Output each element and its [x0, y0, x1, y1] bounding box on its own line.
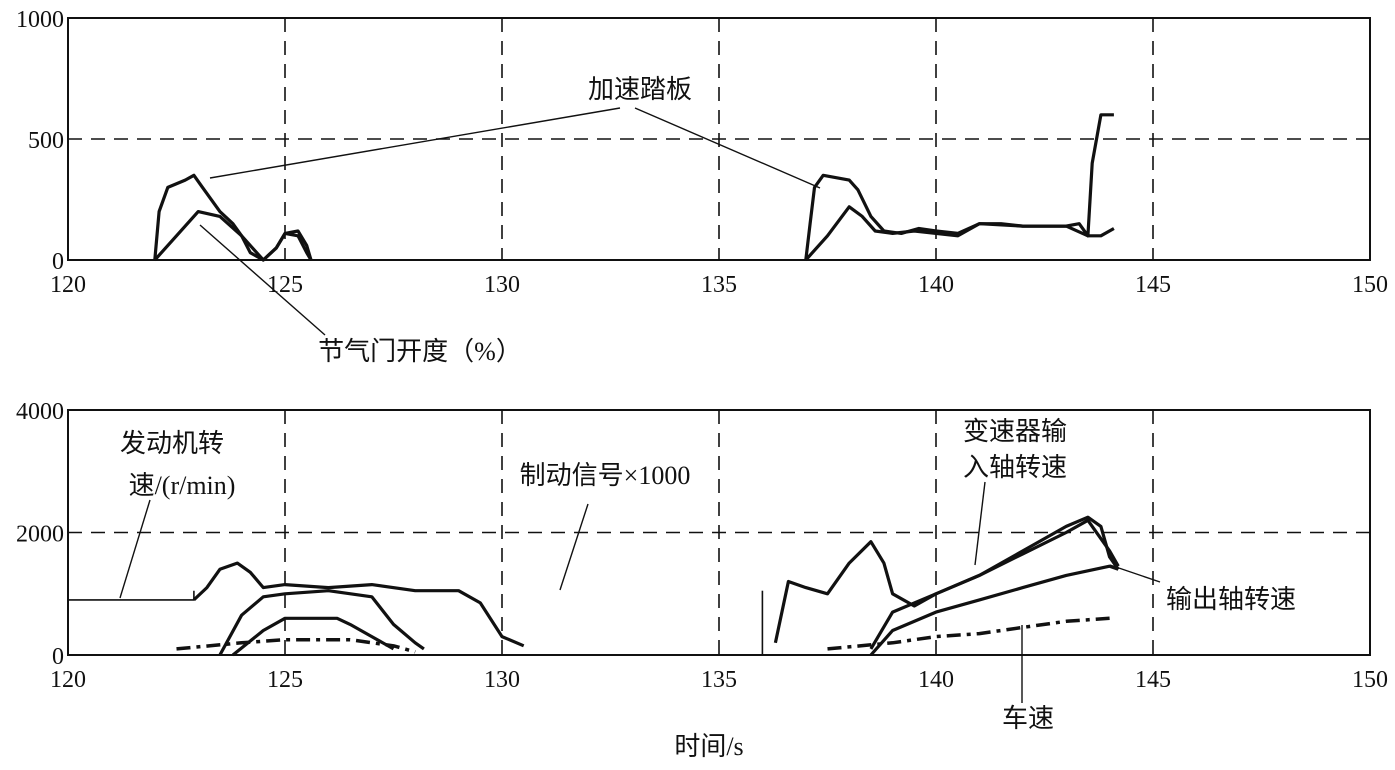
annotation-brake-leader [559, 503, 589, 591]
top-x-tick-label: 145 [1135, 272, 1171, 298]
top-series-pedal-line [153, 173, 313, 262]
top-series-throttle-line [804, 205, 1115, 262]
annotation-brake-label: 制动信号×1000 [520, 461, 691, 490]
bottom-x-tick-label: 140 [918, 667, 954, 693]
top-x-tick-label: 130 [484, 272, 520, 298]
annotation-output-shaft-leader [1109, 564, 1161, 583]
top-x-tick-label: 150 [1352, 272, 1388, 298]
top-x-tick-label: 135 [701, 272, 737, 298]
bottom-series-engine_speed-line [773, 515, 1120, 644]
bottom-x-tick-label: 135 [701, 667, 737, 693]
top-x-tick-label: 120 [50, 272, 86, 298]
bottom-series-vehicle_speed-line [827, 616, 1110, 651]
annotation-pedal-label: 加速踏板 [588, 75, 692, 104]
bottom-series-input_shaft-line [218, 589, 425, 656]
bottom-y-tick-label: 4000 [16, 399, 64, 425]
top-y-tick-label: 1000 [16, 7, 64, 33]
bottom-x-tick-label: 125 [267, 667, 303, 693]
x-axis-label: 时间/s [674, 732, 743, 761]
top-x-tick-label: 140 [918, 272, 954, 298]
bottom-y-tick-label: 0 [52, 644, 64, 670]
bottom-x-tick-label: 130 [484, 667, 520, 693]
bottom-series-output_shaft-line [869, 564, 1119, 657]
bottom-series-brake-line [68, 590, 195, 601]
annotation-pedal-leader [209, 107, 621, 179]
bottom-series-engine_speed-line [192, 561, 525, 648]
annotation-input-shaft-label: 变速器输 [963, 417, 1067, 446]
annotation-throttle-leader [199, 224, 326, 336]
bottom-series-output_shaft-line [231, 616, 395, 657]
top-series-pedal-line [804, 113, 1114, 261]
annotation-input-shaft-leader [974, 481, 986, 566]
bottom-x-tick-label: 145 [1135, 667, 1171, 693]
annotation-engine-leader [119, 499, 151, 599]
bottom-x-tick-label: 150 [1352, 667, 1388, 693]
annotation-engine-label: 发动机转 [120, 429, 224, 458]
bottom-x-tick-label: 120 [50, 667, 86, 693]
top-y-tick-label: 0 [52, 249, 64, 275]
top-y-tick-label: 500 [28, 128, 64, 154]
annotation-input-shaft-label: 入轴转速 [963, 453, 1067, 482]
bottom-series-input_shaft-line [869, 518, 1120, 650]
annotation-vehicle-speed-label: 车速 [1002, 704, 1054, 733]
annotation-pedal-leader [634, 107, 821, 189]
annotation-throttle-label: 节气门开度（%） [318, 337, 522, 366]
annotation-engine-label: 速/(r/min) [129, 471, 236, 500]
bottom-y-tick-label: 2000 [16, 522, 64, 548]
annotation-output-shaft-label: 输出轴转速 [1166, 585, 1296, 614]
top-x-tick-label: 125 [267, 272, 303, 298]
bottom-series-vehicle_speed-line [176, 637, 416, 654]
top-series-throttle-line [153, 210, 313, 262]
